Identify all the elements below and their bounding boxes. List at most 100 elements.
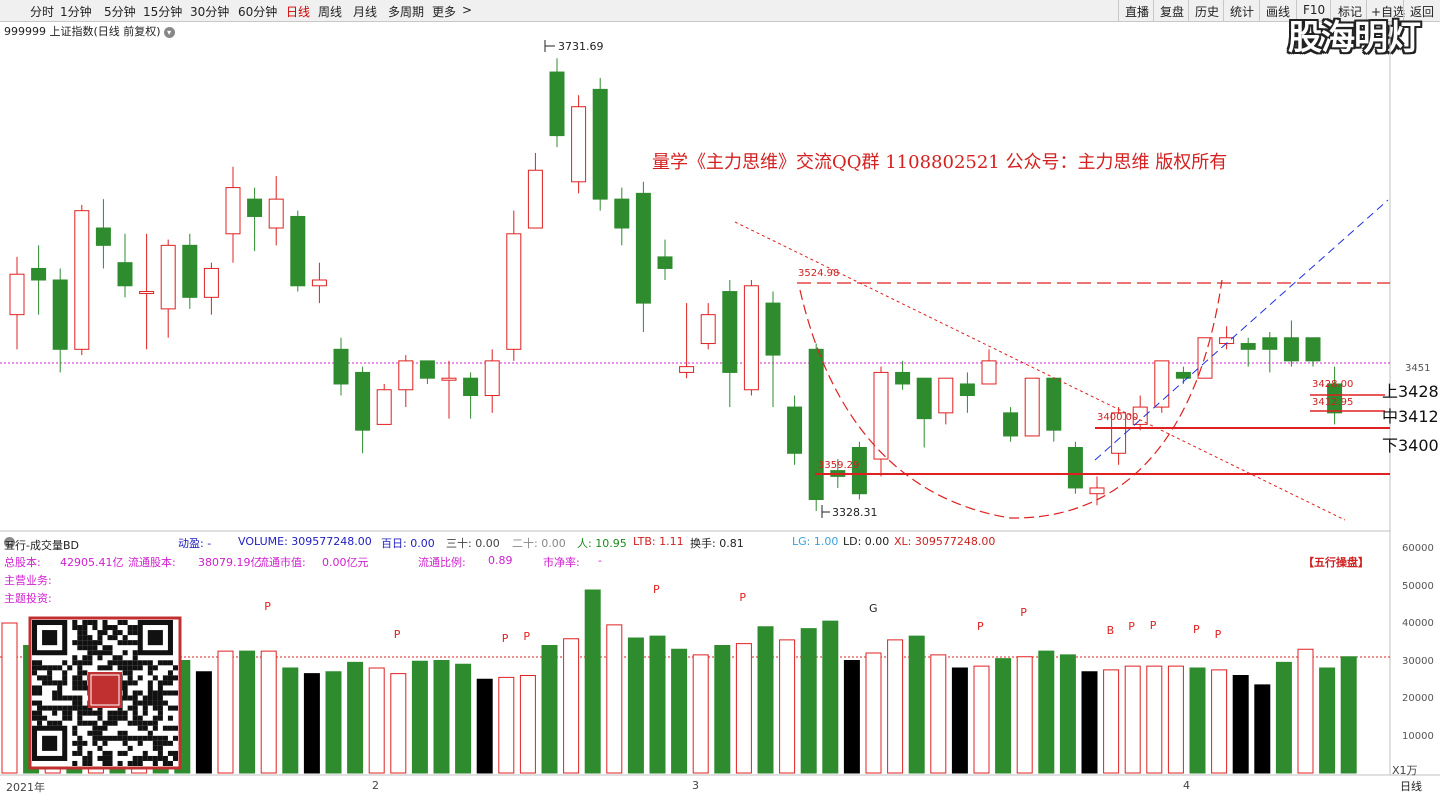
qr-module: [62, 705, 68, 711]
qr-module: [32, 690, 38, 696]
more-arrow-icon[interactable]: >: [462, 3, 473, 17]
qr-module: [97, 755, 103, 761]
qr-module: [152, 700, 158, 706]
zgb-value: 42905.41亿: [60, 556, 124, 569]
qr-module: [172, 755, 178, 761]
qr-module: [102, 750, 108, 756]
toolbar-right-5[interactable]: F10: [1303, 3, 1326, 17]
qr-module: [122, 750, 128, 756]
qr-module: [117, 620, 123, 626]
high-pointer: [544, 40, 555, 52]
qr-module: [77, 625, 83, 631]
sjl-value: -: [598, 554, 602, 567]
qr-module: [77, 665, 83, 671]
candle-body: [1240, 343, 1256, 350]
toolbar-left-1[interactable]: 1分钟: [60, 5, 92, 19]
qr-module: [142, 750, 148, 756]
dropdown-icon[interactable]: ▾: [163, 26, 175, 38]
ref-label-4: 3428.00: [1312, 379, 1354, 390]
toolbar-left-0[interactable]: 分时: [30, 5, 55, 19]
volume-marker: B: [1107, 624, 1115, 637]
qr-module: [132, 690, 138, 696]
volume-bar: [476, 678, 493, 774]
qr-module: [87, 635, 93, 641]
qr-module: [152, 705, 158, 711]
volume-bar: [757, 626, 774, 774]
toolbar-right-1[interactable]: 复盘: [1160, 5, 1185, 19]
toolbar-left-5[interactable]: 60分钟: [238, 5, 278, 19]
qr-module: [132, 700, 138, 706]
qr-module: [72, 705, 78, 711]
toolbar-separator: [1188, 0, 1189, 21]
qr-module: [37, 720, 43, 726]
volume-bar: [325, 671, 342, 774]
toolbar-left-10[interactable]: 更多: [432, 5, 457, 19]
toolbar-left-6[interactable]: 日线: [286, 5, 311, 19]
candle-body: [549, 71, 565, 137]
qr-module: [82, 630, 88, 636]
toolbar-left-8[interactable]: 月线: [353, 5, 378, 19]
qr-module: [102, 625, 108, 631]
toolbar-left-2[interactable]: 5分钟: [104, 5, 136, 19]
qr-module: [152, 695, 158, 701]
toolbar-right-0[interactable]: 直播: [1125, 5, 1150, 19]
candle-body: [74, 210, 90, 350]
volume-axis-tick: 30000: [1402, 655, 1434, 667]
low-pointer: [821, 505, 830, 518]
qr-module: [82, 655, 88, 661]
toolbar-right-4[interactable]: 画线: [1266, 5, 1291, 19]
indicator-ren: 人: 10.95: [577, 537, 627, 550]
candle-body: [571, 106, 587, 183]
volume-unit: X1万: [1392, 764, 1418, 777]
qr-module: [167, 740, 173, 746]
qr-module: [62, 680, 68, 686]
qr-module: [87, 750, 93, 756]
qr-module: [72, 655, 78, 661]
qr-module: [67, 705, 73, 711]
toolbar-right-7[interactable]: +自选: [1371, 5, 1406, 19]
candle-body: [1046, 377, 1062, 431]
toolbar-right-6[interactable]: 标记: [1338, 5, 1363, 19]
volume-axis-tick: 40000: [1402, 618, 1434, 629]
qr-module: [82, 640, 88, 646]
candle-body: [722, 291, 738, 373]
volume-bar: [1, 622, 18, 774]
toolbar-left-3[interactable]: 15分钟: [143, 5, 183, 19]
candle-body: [52, 279, 68, 350]
qr-module: [77, 720, 83, 726]
qr-module: [152, 740, 158, 746]
volume-bar: [1146, 665, 1163, 774]
qr-module: [112, 710, 118, 716]
qr-module: [132, 655, 138, 661]
toolbar-left-4[interactable]: 30分钟: [190, 5, 230, 19]
volume-marker: P: [1020, 606, 1027, 619]
qr-module: [87, 620, 93, 626]
indicator-ershi: 二十: 0.00: [512, 537, 566, 550]
qr-module: [127, 760, 133, 766]
candle-body: [527, 169, 543, 229]
qr-module: [147, 680, 153, 686]
toolbar-left-9[interactable]: 多周期: [388, 5, 425, 19]
toolbar-right-2[interactable]: 历史: [1195, 5, 1220, 19]
candle-body: [463, 377, 479, 397]
toolbar-separator: [1403, 0, 1404, 21]
qr-module: [117, 735, 123, 741]
qr-module: [62, 660, 68, 666]
qr-module: [132, 625, 138, 631]
qr-module: [72, 760, 78, 766]
qr-module: [152, 735, 158, 741]
dropdown-icon[interactable]: ▾: [4, 537, 15, 548]
toolbar-left-7[interactable]: 周线: [318, 5, 343, 19]
volume-marker: P: [523, 630, 530, 643]
candle-body: [31, 267, 47, 281]
qr-module: [72, 640, 78, 646]
toolbar-right-3[interactable]: 统计: [1230, 5, 1255, 19]
toolbar-right-8[interactable]: 返回: [1410, 5, 1435, 19]
candle-body: [290, 215, 306, 287]
qr-module: [127, 630, 133, 636]
volume-bar: [973, 665, 990, 774]
qr-module: [77, 700, 83, 706]
qr-module: [87, 705, 93, 711]
qr-module: [162, 735, 168, 741]
